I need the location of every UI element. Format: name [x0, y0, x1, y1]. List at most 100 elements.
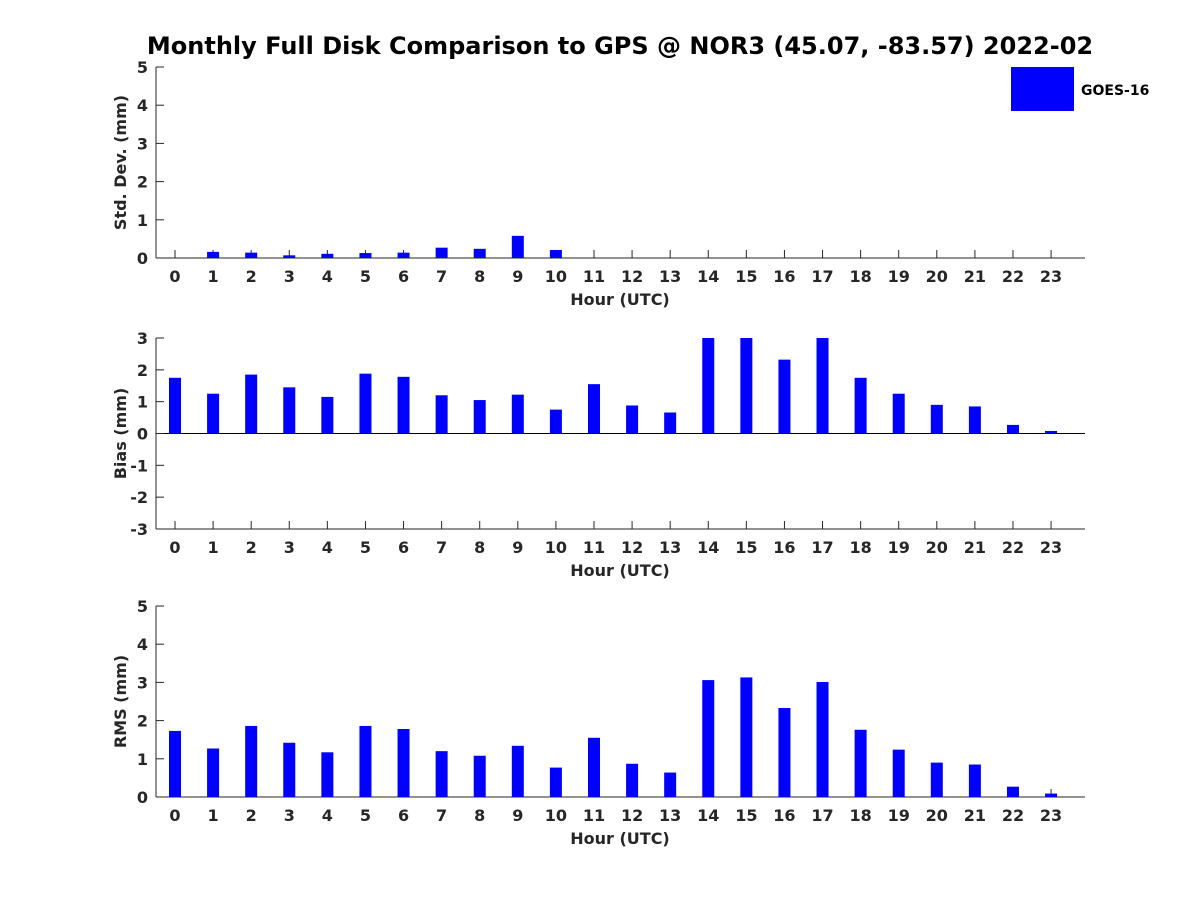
y-tick-label: 3 — [137, 329, 148, 348]
x-tick-label: 19 — [888, 806, 910, 825]
x-tick-label: 13 — [659, 806, 681, 825]
bar — [245, 252, 258, 258]
bar — [549, 249, 562, 258]
bar — [702, 680, 715, 797]
x-tick-label: 5 — [360, 267, 371, 286]
legend-swatch — [1011, 67, 1074, 111]
bar — [321, 752, 334, 797]
x-tick-label: 21 — [964, 538, 986, 557]
bar — [587, 384, 600, 434]
bar — [283, 255, 296, 258]
x-tick-label: 4 — [322, 806, 333, 825]
bar — [245, 725, 258, 797]
x-tick-label: 0 — [169, 806, 180, 825]
y-tick-label: 1 — [137, 750, 148, 769]
x-tick-label: 4 — [322, 538, 333, 557]
x-tick-label: 21 — [964, 267, 986, 286]
bar — [207, 251, 220, 258]
bar — [169, 730, 181, 797]
bar — [740, 338, 753, 434]
x-tick-label: 22 — [1002, 267, 1024, 286]
bar — [511, 235, 524, 258]
x-tick-label: 12 — [621, 538, 643, 557]
x-tick-label: 2 — [246, 538, 257, 557]
x-tick-label: 21 — [964, 806, 986, 825]
x-tick-label: 8 — [474, 806, 485, 825]
x-tick-label: 3 — [284, 538, 295, 557]
y-tick-label: 5 — [137, 58, 148, 77]
y-tick-label: 1 — [137, 393, 148, 412]
x-tick-label: 17 — [811, 267, 833, 286]
x-tick-label: 2 — [246, 806, 257, 825]
bar — [740, 677, 753, 797]
x-tick-label: 11 — [583, 538, 605, 557]
x-tick-label: 15 — [735, 538, 757, 557]
x-tick-label: 11 — [583, 806, 605, 825]
y-tick-label: 5 — [137, 597, 148, 616]
x-tick-label: 7 — [436, 806, 447, 825]
y-tick-label: 0 — [137, 425, 148, 444]
x-axis-label: Hour (UTC) — [570, 290, 670, 309]
bar — [930, 404, 943, 434]
y-tick-label: 1 — [137, 211, 148, 230]
legend-label: GOES-16 — [1081, 83, 1149, 99]
bar — [664, 772, 677, 797]
x-tick-label: 5 — [360, 806, 371, 825]
bar — [359, 253, 372, 258]
x-tick-label: 13 — [659, 538, 681, 557]
y-tick-label: 4 — [137, 635, 148, 654]
bar — [435, 247, 448, 258]
x-tick-label: 10 — [545, 806, 567, 825]
x-tick-label: 15 — [735, 806, 757, 825]
x-tick-label: 13 — [659, 267, 681, 286]
x-tick-label: 19 — [888, 267, 910, 286]
x-tick-label: 7 — [436, 538, 447, 557]
bar — [549, 767, 562, 797]
x-tick-label: 10 — [545, 267, 567, 286]
y-tick-label: 3 — [137, 673, 148, 692]
y-tick-label: 0 — [137, 249, 148, 268]
x-tick-label: 15 — [735, 267, 757, 286]
bar — [473, 248, 486, 258]
bar — [359, 373, 372, 434]
bar — [397, 376, 410, 434]
x-tick-label: 16 — [773, 538, 795, 557]
bar — [321, 396, 334, 434]
x-tick-label: 16 — [773, 267, 795, 286]
bar — [854, 377, 867, 434]
bar — [778, 707, 791, 797]
x-tick-label: 23 — [1040, 806, 1062, 825]
bar — [1045, 430, 1058, 434]
x-tick-label: 1 — [208, 267, 219, 286]
bar — [816, 682, 829, 797]
bar — [283, 742, 296, 797]
bar — [397, 252, 410, 258]
bar — [435, 751, 448, 797]
bar — [207, 748, 220, 797]
bar — [702, 338, 715, 434]
y-tick-label: 2 — [137, 361, 148, 380]
x-tick-label: 17 — [811, 806, 833, 825]
x-tick-label: 6 — [398, 267, 409, 286]
y-tick-label: 2 — [137, 173, 148, 192]
bar — [626, 405, 639, 434]
x-tick-label: 18 — [849, 806, 871, 825]
x-tick-label: 7 — [436, 267, 447, 286]
bar — [1006, 786, 1019, 797]
bar — [816, 338, 829, 434]
bar — [1006, 424, 1019, 434]
y-tick-label: -1 — [130, 456, 148, 475]
bar — [511, 394, 524, 434]
bar — [397, 729, 410, 797]
bar — [283, 387, 296, 434]
y-axis-label: RMS (mm) — [111, 655, 130, 748]
y-axis-label: Bias (mm) — [111, 388, 130, 480]
bar — [664, 412, 677, 434]
y-tick-label: -2 — [130, 488, 148, 507]
bar — [435, 395, 448, 434]
x-tick-label: 20 — [926, 538, 948, 557]
